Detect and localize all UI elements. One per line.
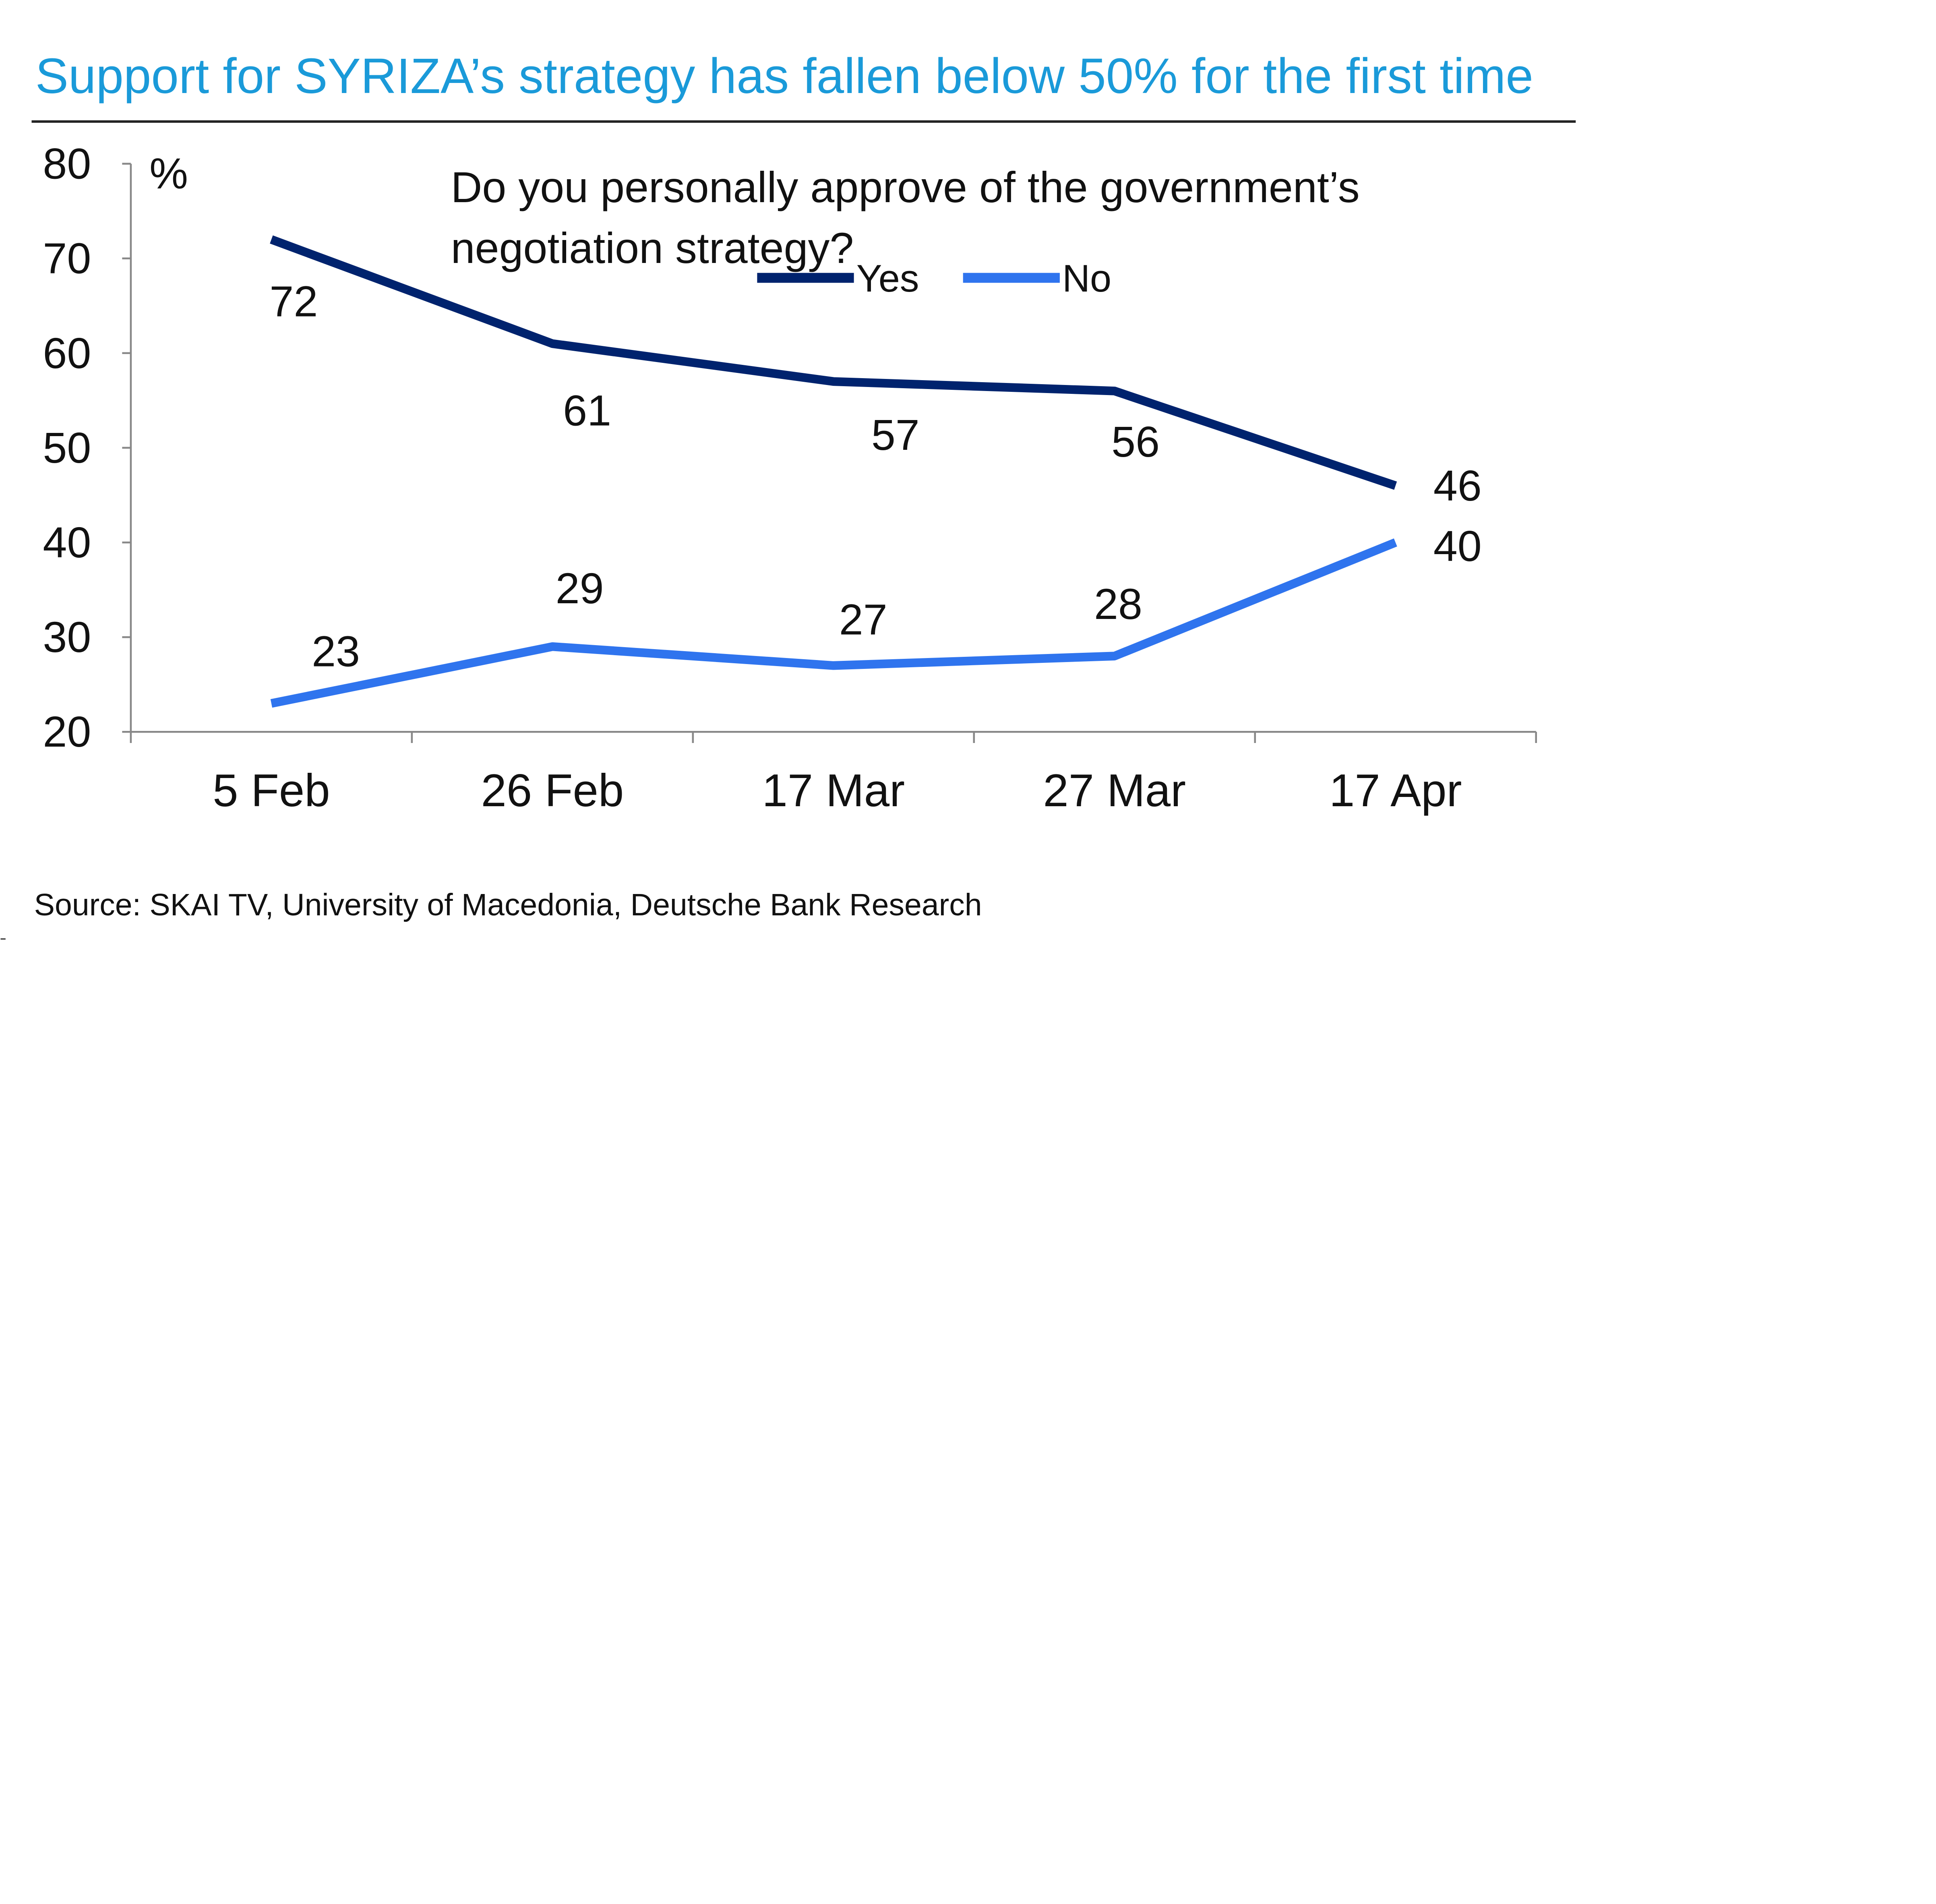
y-tick-label: 70	[43, 234, 91, 283]
subtitle-line-2: negotiation strategy?	[451, 224, 854, 272]
x-tick-label: 17 Mar	[762, 765, 905, 816]
y-tick-label: 60	[43, 329, 91, 377]
data-label-no: 40	[1433, 522, 1482, 570]
data-label-no: 28	[1094, 579, 1142, 628]
data-labels: 72 61 57 56 46 23 29 27 28 40	[269, 277, 1481, 676]
subtitle-line-1: Do you personally approve of the governm…	[451, 163, 1360, 211]
y-tick-label: 80	[43, 139, 91, 188]
data-label-yes: 61	[563, 386, 611, 435]
series-line-no	[270, 538, 1397, 708]
data-label-yes: 56	[1111, 417, 1160, 466]
data-label-no: 27	[839, 595, 887, 644]
legend-label-yes: Yes	[856, 257, 919, 300]
x-tick-label: 5 Feb	[213, 765, 330, 816]
series-line-yes	[270, 235, 1397, 490]
x-tick-label: 17 Apr	[1329, 765, 1462, 816]
data-label-yes: 57	[871, 410, 920, 459]
data-label-yes: 46	[1433, 461, 1482, 510]
y-tick-label: 40	[43, 518, 91, 567]
x-tick-label: 26 Feb	[481, 765, 624, 816]
data-label-yes: 72	[269, 277, 318, 326]
y-tick-label: 30	[43, 613, 91, 661]
data-label-no: 29	[556, 564, 604, 613]
y-tick-label: 50	[43, 423, 91, 472]
data-label-no: 23	[312, 627, 360, 675]
y-axis-unit-label: %	[149, 149, 188, 198]
legend-label-no: No	[1062, 257, 1111, 300]
chart-title: Support for SYRIZA’s strategy has fallen…	[35, 48, 1533, 104]
source-note: Source: SKAI TV, University of Macedonia…	[34, 888, 982, 922]
y-tick-labels: 20 30 40 50 60 70 80	[43, 139, 91, 756]
x-tick-label: 27 Mar	[1043, 765, 1186, 816]
series-lines	[270, 235, 1397, 708]
legend: Yes No	[757, 257, 1111, 300]
axes	[122, 163, 1537, 743]
x-tick-labels: 5 Feb 26 Feb 17 Mar 27 Mar 17 Apr	[213, 765, 1462, 816]
y-tick-label: 20	[43, 707, 91, 756]
